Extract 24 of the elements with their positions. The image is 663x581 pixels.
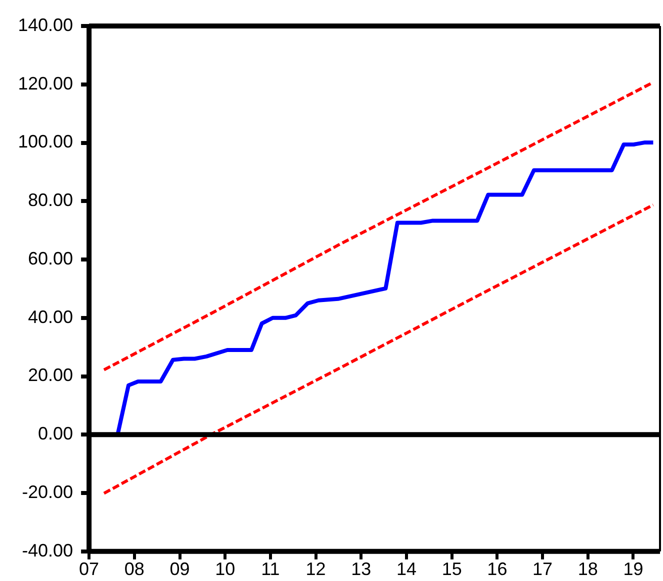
x-tick-label: 17 [532,559,553,580]
x-tick-label: 15 [442,559,462,580]
line-series [102,203,655,495]
x-tick-label: 19 [623,559,644,580]
x-tick-label: 11 [261,559,280,580]
y-tick-label: 120.00 [18,73,74,94]
x-tick-label: 13 [351,559,372,580]
x-tick-label: 12 [306,559,326,580]
y-tick-label: 100.00 [18,132,74,152]
y-tick-label: 0.00 [38,424,74,444]
x-tick-label: 10 [215,559,236,580]
x-tick-label: 18 [578,559,598,580]
y-tick-label: 80.00 [28,190,74,210]
y-tick-label: -40.00 [22,540,74,560]
y-tick-label: 140.00 [18,14,74,35]
x-tick-label: 09 [170,559,190,580]
y-tick-label: 20.00 [28,365,74,386]
x-tick-label: 07 [79,559,100,580]
y-tick-label: -20.00 [22,482,74,502]
x-tick-label: 08 [124,559,144,580]
y-tick-label: 60.00 [28,248,74,268]
x-tick-label: 16 [487,559,508,580]
y-tick-label: 40.00 [28,306,74,327]
x-tick-label: 14 [396,559,417,580]
